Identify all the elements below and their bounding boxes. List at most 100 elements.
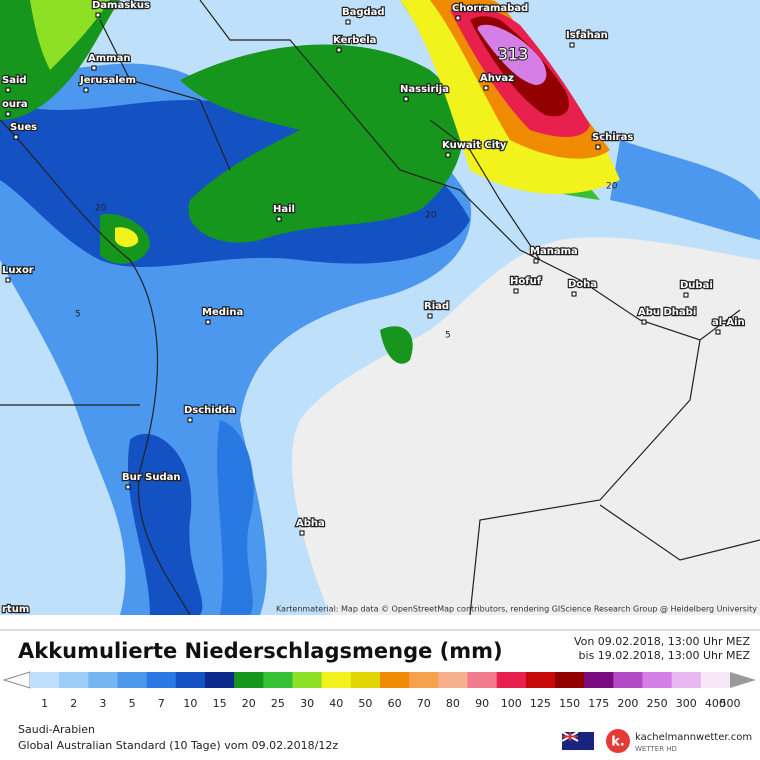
city-label: Luxor <box>2 265 34 276</box>
legend-label: 300 <box>676 697 697 710</box>
contour-label: 20 <box>95 204 107 214</box>
city-marker <box>187 417 193 423</box>
city-marker <box>299 530 305 536</box>
legend-arrow-right <box>730 672 756 688</box>
legend-label: 70 <box>417 697 431 710</box>
city-marker <box>95 12 101 18</box>
city-marker <box>445 152 451 158</box>
city-label: Schiras <box>592 132 633 143</box>
legend-label: 150 <box>559 697 580 710</box>
city-label: Bur Sudan <box>122 472 181 483</box>
city-marker <box>83 87 89 93</box>
legend-label: 20 <box>242 697 256 710</box>
city-marker <box>427 313 433 319</box>
legend-swatch <box>205 672 235 688</box>
city-label: Dschidda <box>184 405 236 416</box>
city-marker <box>13 134 19 140</box>
legend-swatch <box>292 672 323 688</box>
city-marker <box>345 19 351 25</box>
brand-logo-letter: k. <box>611 735 625 750</box>
city-label: Hofuf <box>510 276 542 287</box>
legend-swatch <box>409 672 439 688</box>
legend-swatch <box>117 672 148 688</box>
legend-swatch <box>234 672 264 688</box>
city-marker <box>5 111 11 117</box>
borders <box>0 0 760 616</box>
city-label: al-Ain <box>712 317 745 328</box>
city-marker <box>91 65 97 71</box>
legend-label: 15 <box>213 697 227 710</box>
legend-label: 5 <box>129 697 136 710</box>
city-label: Abha <box>296 518 325 529</box>
legend-label: 80 <box>446 697 460 710</box>
city-label: Kerbela <box>333 35 376 46</box>
legend-swatch <box>175 672 206 688</box>
legend-swatch <box>525 672 556 688</box>
legend-swatch <box>642 672 673 688</box>
city-label: Manama <box>530 246 578 257</box>
contour-label: 20 <box>425 211 437 221</box>
city-label: Isfahan <box>566 30 608 41</box>
legend-label: 125 <box>530 697 551 710</box>
legend-swatch <box>263 672 293 688</box>
brand: kachelmannwetter.com <box>635 732 752 743</box>
legend-label: 50 <box>358 697 372 710</box>
contour-label: 5 <box>75 310 81 320</box>
precip-fields <box>0 0 760 615</box>
city-label: Hail <box>273 204 295 215</box>
legend-swatch <box>30 672 60 688</box>
legend-label: 500 <box>720 697 741 710</box>
city-label: Damaskus <box>92 0 150 11</box>
title: Akkumulierte Niederschlagsmenge (mm) <box>18 639 503 663</box>
legend-swatch <box>496 672 527 688</box>
city-label: Medina <box>202 307 243 318</box>
city-label: Bagdad <box>342 7 385 18</box>
legend-swatch <box>146 672 177 688</box>
city-marker <box>205 319 211 325</box>
city-label: Said <box>2 75 27 86</box>
city-label: Nassirija <box>400 84 449 95</box>
city-label: Sues <box>10 122 37 133</box>
city-marker <box>483 85 489 91</box>
contour-label: 5 <box>445 331 451 341</box>
legend-swatch <box>438 672 468 688</box>
city-label: Kuwait City <box>442 140 507 151</box>
city-marker <box>403 96 409 102</box>
legend-swatch <box>380 672 410 688</box>
legend-label: 40 <box>329 697 343 710</box>
legend-swatch <box>321 672 352 688</box>
region: Saudi-Arabien <box>18 723 95 736</box>
model-run: Global Australian Standard (10 Tage) vom… <box>18 739 338 752</box>
legend-label: 175 <box>588 697 609 710</box>
city-marker <box>336 47 342 53</box>
city-marker <box>641 319 647 325</box>
map-credit: Kartenmaterial: Map data © OpenStreetMap… <box>276 605 757 614</box>
legend-swatch <box>350 672 381 688</box>
legend-label: 10 <box>183 697 197 710</box>
legend-label: 250 <box>647 697 668 710</box>
legend-swatch <box>700 672 731 688</box>
city-label: Chorramabad <box>452 3 528 14</box>
city-marker <box>276 216 282 222</box>
legend-swatch <box>671 672 702 688</box>
legend-label: 2 <box>70 697 77 710</box>
city-label: rtum <box>2 604 29 615</box>
city-marker <box>569 42 575 48</box>
city-label: Doha <box>568 279 597 290</box>
city-label: Abu Dhabi <box>638 307 696 318</box>
city-label: Ahvaz <box>480 73 514 84</box>
legend-label: 3 <box>99 697 106 710</box>
legend-label: 200 <box>617 697 638 710</box>
city-marker <box>571 291 577 297</box>
contour-label: 20 <box>606 182 618 192</box>
city-marker <box>125 484 131 490</box>
legend-label: 400 <box>705 697 726 710</box>
city-label: Jerusalem <box>79 75 136 86</box>
city-marker <box>595 144 601 150</box>
legend-swatch <box>613 672 643 688</box>
legend-swatch <box>555 672 585 688</box>
legend-label: 25 <box>271 697 285 710</box>
city-label: Amman <box>88 53 130 64</box>
city-marker <box>715 329 721 335</box>
